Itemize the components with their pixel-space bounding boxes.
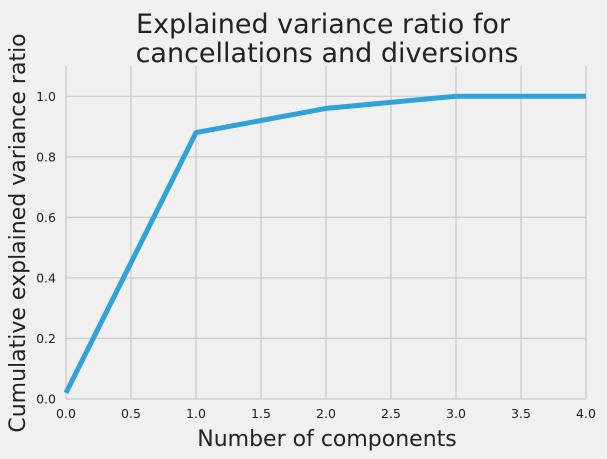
y-tick-label: 0.0: [36, 392, 56, 407]
y-tick-labels: 0.0 0.2 0.4 0.6 0.8 1.0: [36, 89, 56, 407]
x-tick-label: 2.0: [316, 406, 336, 421]
x-tick-label: 2.5: [381, 406, 401, 421]
y-axis-label: Cumulative explained variance ratio: [6, 33, 31, 432]
x-axis-label: Number of components: [197, 427, 457, 452]
x-tick-label: 1.5: [251, 406, 271, 421]
x-tick-label: 1.0: [186, 406, 206, 421]
chart-title-line-2: cancellations and diversions: [136, 38, 519, 69]
grid-lines: [65, 66, 587, 400]
y-tick-label: 0.8: [36, 149, 56, 164]
x-tick-label: 3.5: [511, 406, 531, 421]
series-line: [63, 93, 586, 395]
x-tick-label: 3.0: [446, 406, 466, 421]
series-group: [63, 93, 586, 395]
x-tick-label: 0.5: [121, 406, 141, 421]
y-tick-label: 0.6: [36, 210, 56, 225]
x-tick-label: 0.0: [56, 406, 76, 421]
y-tick-label: 0.4: [36, 270, 56, 285]
x-tick-label: 4.0: [576, 406, 596, 421]
x-tick-labels: 0.0 0.5 1.0 1.5 2.0 2.5 3.0 3.5 4.0: [56, 406, 596, 421]
y-tick-label: 1.0: [36, 89, 56, 104]
chart-title-line-1: Explained variance ratio for: [136, 9, 511, 40]
y-tick-label: 0.2: [36, 331, 56, 346]
